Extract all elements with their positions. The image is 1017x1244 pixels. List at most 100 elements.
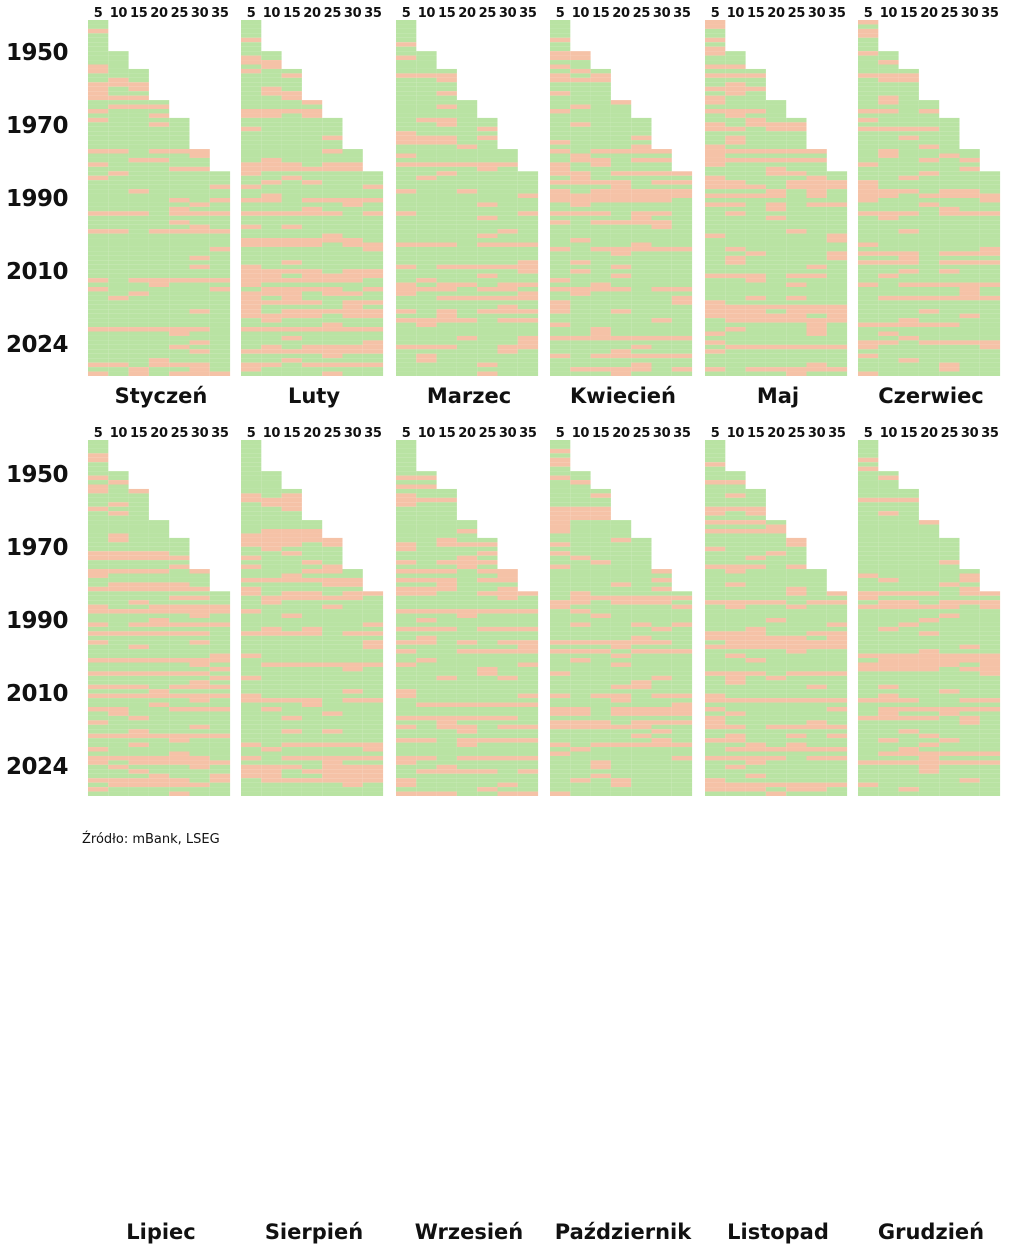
heatmap-cell bbox=[766, 318, 786, 322]
heatmap-cell bbox=[363, 274, 383, 278]
heatmap-cell bbox=[746, 154, 766, 158]
heatmap-cell bbox=[437, 162, 457, 166]
heatmap-cell bbox=[88, 291, 108, 295]
heatmap-cell bbox=[108, 207, 128, 211]
heatmap-cell bbox=[282, 340, 302, 344]
heatmap-cell bbox=[241, 198, 261, 202]
heatmap-cell bbox=[149, 309, 169, 313]
heatmap-cell bbox=[149, 792, 169, 796]
heatmap-cell bbox=[746, 654, 766, 658]
heatmap-cell bbox=[396, 131, 416, 135]
heatmap-cell bbox=[518, 305, 538, 309]
heatmap-cell bbox=[786, 372, 806, 376]
heatmap-cell bbox=[786, 756, 806, 760]
heatmap-cell bbox=[705, 162, 725, 166]
heatmap-cell bbox=[786, 645, 806, 649]
heatmap-cell bbox=[322, 774, 342, 778]
heatmap-cell bbox=[149, 729, 169, 733]
heatmap-cell bbox=[129, 778, 149, 782]
heatmap-cell bbox=[725, 256, 745, 260]
heatmap-cell bbox=[786, 229, 806, 233]
heatmap-cell bbox=[807, 703, 827, 707]
heatmap-cell bbox=[396, 769, 416, 773]
heatmap-cell bbox=[437, 734, 457, 738]
heatmap-cell bbox=[282, 127, 302, 131]
heatmap-cell bbox=[498, 229, 518, 233]
heatmap-cell bbox=[827, 225, 847, 229]
heatmap-cell bbox=[322, 234, 342, 238]
heatmap-cell bbox=[457, 694, 477, 698]
heatmap-cell bbox=[282, 649, 302, 653]
heatmap-cell bbox=[149, 340, 169, 344]
heatmap-cell bbox=[457, 260, 477, 264]
heatmap-cell bbox=[570, 725, 590, 729]
heatmap-cell bbox=[302, 243, 322, 247]
heatmap-cell bbox=[807, 278, 827, 282]
heatmap-cell bbox=[169, 542, 189, 546]
heatmap-cell bbox=[282, 516, 302, 520]
heatmap-cell bbox=[725, 220, 745, 224]
heatmap-cell bbox=[322, 560, 342, 564]
heatmap-cell bbox=[261, 283, 281, 287]
heatmap-cell bbox=[858, 507, 878, 511]
heatmap-cell bbox=[396, 180, 416, 184]
heatmap-cell bbox=[282, 354, 302, 358]
heatmap-cell bbox=[88, 269, 108, 273]
heatmap-cell bbox=[766, 542, 786, 546]
heatmap-cell bbox=[611, 663, 631, 667]
heatmap-cell bbox=[878, 345, 898, 349]
heatmap-cell bbox=[302, 358, 322, 362]
heatmap-cell bbox=[322, 367, 342, 371]
heatmap-cell bbox=[322, 314, 342, 318]
heatmap-cell bbox=[899, 327, 919, 331]
heatmap-cell bbox=[611, 216, 631, 220]
heatmap-cell bbox=[261, 511, 281, 515]
heatmap-cell bbox=[807, 792, 827, 796]
heatmap-cell bbox=[169, 309, 189, 313]
heatmap-cell bbox=[827, 707, 847, 711]
heatmap-cell bbox=[652, 663, 672, 667]
heatmap-cell bbox=[457, 551, 477, 555]
heatmap-cell bbox=[190, 587, 210, 591]
heatmap-cell bbox=[416, 87, 436, 91]
heatmap-cell bbox=[878, 354, 898, 358]
heatmap-cell bbox=[672, 787, 692, 791]
heatmap-cell bbox=[108, 671, 128, 675]
heatmap-cell bbox=[550, 685, 570, 689]
heatmap-cell bbox=[396, 100, 416, 104]
heatmap-cell bbox=[88, 65, 108, 69]
heatmap-cell bbox=[550, 314, 570, 318]
heatmap-cell bbox=[591, 283, 611, 287]
heatmap-cell bbox=[210, 671, 230, 675]
heatmap-cell bbox=[611, 578, 631, 582]
heatmap-cell bbox=[416, 305, 436, 309]
heatmap-cell bbox=[518, 269, 538, 273]
heatmap-cell bbox=[261, 198, 281, 202]
heatmap-cell bbox=[437, 649, 457, 653]
heatmap-cell bbox=[725, 149, 745, 153]
heatmap-cell bbox=[498, 314, 518, 318]
heatmap-cell bbox=[858, 176, 878, 180]
heatmap-cell bbox=[766, 180, 786, 184]
heatmap-cell bbox=[591, 265, 611, 269]
heatmap-cell bbox=[241, 269, 261, 273]
heatmap-cell bbox=[210, 649, 230, 653]
heatmap-cell bbox=[611, 113, 631, 117]
heatmap-cell bbox=[631, 247, 651, 251]
heatmap-cell bbox=[108, 787, 128, 791]
heatmap-cell bbox=[631, 587, 651, 591]
heatmap-cell bbox=[457, 287, 477, 291]
heatmap-cell bbox=[210, 340, 230, 344]
heatmap-cell bbox=[261, 349, 281, 353]
heatmap-cell bbox=[858, 296, 878, 300]
heatmap-cell bbox=[108, 274, 128, 278]
heatmap-cell bbox=[705, 502, 725, 506]
heatmap-cell bbox=[570, 729, 590, 733]
heatmap-cell bbox=[190, 194, 210, 198]
heatmap-cell bbox=[591, 765, 611, 769]
heatmap-cell bbox=[939, 265, 959, 269]
heatmap-cell bbox=[437, 113, 457, 117]
heatmap-cell bbox=[498, 287, 518, 291]
heatmap-cell bbox=[282, 171, 302, 175]
heatmap-cell bbox=[241, 38, 261, 42]
